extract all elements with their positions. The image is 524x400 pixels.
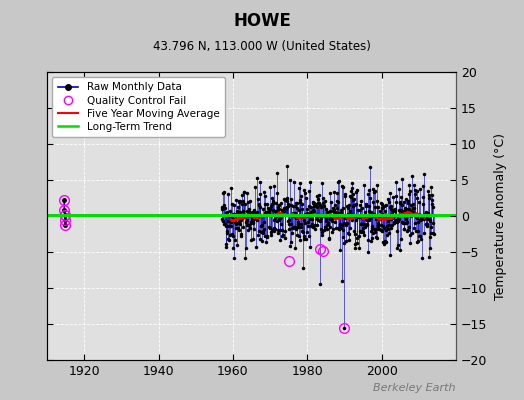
Text: 43.796 N, 113.000 W (United States): 43.796 N, 113.000 W (United States) <box>153 40 371 53</box>
Text: Berkeley Earth: Berkeley Earth <box>374 383 456 393</box>
Text: HOWE: HOWE <box>233 12 291 30</box>
Legend: Raw Monthly Data, Quality Control Fail, Five Year Moving Average, Long-Term Tren: Raw Monthly Data, Quality Control Fail, … <box>52 77 225 137</box>
Y-axis label: Temperature Anomaly (°C): Temperature Anomaly (°C) <box>494 132 507 300</box>
